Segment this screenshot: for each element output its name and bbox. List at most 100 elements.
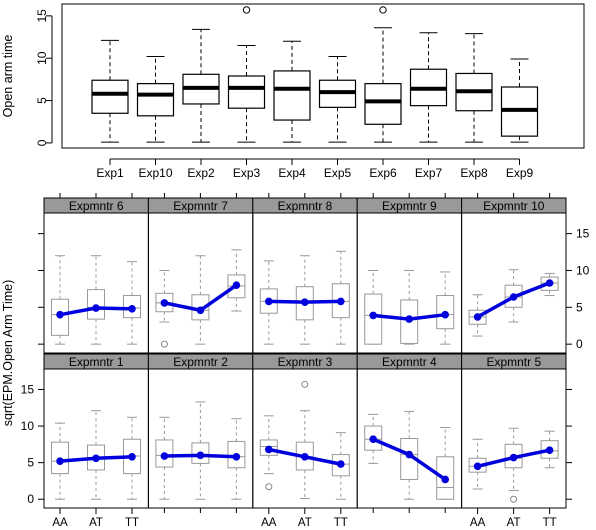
panel-expmntr-4: Expmntr 4 [356, 353, 463, 509]
mean-point [509, 453, 518, 462]
panel-expmntr-2: Expmntr 2 [147, 353, 254, 509]
x-tick-label: TT [543, 517, 557, 529]
panel-expmntr-6: Expmntr 6 [43, 197, 149, 354]
panel-strip-label: Expmntr 8 [278, 199, 333, 213]
x-tick-label: AA [470, 517, 486, 529]
boxplot-AA [155, 269, 174, 348]
y-tick-label: 15 [35, 9, 49, 23]
x-tick-label: AT [298, 517, 312, 529]
x-tick-label: Exp2 [187, 166, 215, 180]
x-tick-label: Exp6 [369, 166, 397, 180]
x-tick-label: TT [334, 517, 348, 529]
mean-point [196, 306, 205, 315]
mean-point [509, 293, 518, 301]
y-tick-label-left: 15 [21, 382, 35, 396]
boxplot-TT [123, 261, 141, 345]
x-tick-label: Exp7 [415, 166, 443, 180]
boxplot-AT [400, 269, 419, 345]
x-tick-label: Exp9 [506, 166, 534, 180]
mean-point [473, 313, 482, 321]
x-tick-label: AT [507, 517, 521, 529]
panel-strip-label: Expmntr 2 [173, 355, 228, 369]
boxplot-Exp8 [455, 33, 493, 143]
outlier-point [379, 6, 387, 14]
y-tick-label-right: 10 [576, 263, 590, 277]
mean-point [369, 311, 378, 320]
x-tick-label: Exp4 [278, 166, 306, 180]
y-tick-label: 5 [35, 97, 49, 104]
boxplot-AA [364, 269, 383, 345]
mean-point [232, 452, 241, 461]
mean-point [92, 304, 100, 312]
boxplot-Exp1 [91, 39, 129, 143]
mean-point [441, 475, 450, 484]
outlier-point [160, 340, 168, 348]
mean-point [196, 451, 205, 460]
mean-point [337, 460, 345, 468]
panel-expmntr-8: Expmntr 8 [252, 197, 358, 354]
panel-expmntr-3: Expmntr 3 [252, 353, 358, 509]
x-tick-label: AT [89, 517, 103, 529]
panel-frame [461, 212, 567, 354]
mean-point [128, 304, 136, 313]
boxplot-AT [191, 255, 210, 345]
panel-strip-label: Expmntr 1 [69, 355, 124, 369]
panel-expmntr-1: Expmntr 1 [43, 353, 149, 509]
boxplot-AT [400, 410, 419, 500]
mean-point [160, 452, 169, 460]
outlier-point [301, 380, 309, 388]
x-tick-label: Exp10 [138, 166, 172, 180]
box-iqr [227, 75, 266, 109]
panel-strip-label: Expmntr 7 [173, 199, 228, 213]
outlier-point [242, 6, 251, 14]
panel-strip-label: Expmntr 3 [278, 355, 333, 369]
x-tick-label: AA [261, 517, 277, 529]
box-iqr [364, 83, 402, 125]
mean-point [92, 454, 100, 463]
boxplot-TT [436, 427, 455, 500]
box-iqr [91, 79, 129, 114]
mean-point [545, 446, 554, 455]
y-axis-label: sqrt(EPM.Open Arm Time) [1, 280, 15, 427]
boxplot-TT [227, 249, 246, 312]
boxplot-Exp9 [500, 58, 539, 143]
panel-strip-label: Expmntr 5 [486, 355, 541, 369]
x-tick-label: Exp8 [460, 166, 488, 180]
y-tick-label-right: 15 [576, 227, 590, 241]
boxplot-AT [191, 401, 210, 500]
x-tick-label: Exp3 [233, 166, 261, 180]
boxplot-Exp4 [273, 40, 311, 143]
mean-point [128, 452, 136, 461]
panel-strip-label: Expmntr 9 [382, 199, 437, 213]
mean-point [56, 310, 64, 319]
panel-expmntr-9: Expmntr 9 [356, 197, 463, 354]
mean-point [160, 299, 169, 307]
boxplot-AT [295, 380, 314, 499]
panel-expmntr-10: Expmntr 10 [461, 197, 567, 354]
mean-point [301, 298, 309, 306]
mean-point [369, 435, 378, 444]
box-iqr [136, 83, 175, 117]
mean-point [441, 310, 450, 319]
panel-strip-label: Expmntr 4 [382, 355, 437, 369]
boxplot-AT [87, 255, 105, 345]
y-tick-label: 0 [35, 139, 49, 146]
outlier-point [265, 483, 273, 491]
boxplot-Exp3 [227, 6, 266, 143]
mean-point [405, 450, 414, 459]
outlier-point [510, 495, 518, 503]
mean-point [405, 315, 414, 323]
y-tick-label-right: 5 [576, 300, 583, 314]
mean-point [56, 457, 64, 465]
panel-strip-label: Expmntr 6 [69, 199, 124, 213]
box-iqr [273, 70, 311, 121]
panel-expmntr-5: Expmntr 5 [461, 353, 567, 509]
y-tick-label: 10 [35, 51, 49, 65]
mean-point [301, 452, 309, 461]
mean-point [265, 445, 273, 454]
boxplot-Exp6 [364, 6, 402, 143]
boxplot-Exp7 [409, 32, 448, 143]
boxplot-AT [504, 427, 523, 503]
x-tick-label: TT [125, 517, 139, 529]
